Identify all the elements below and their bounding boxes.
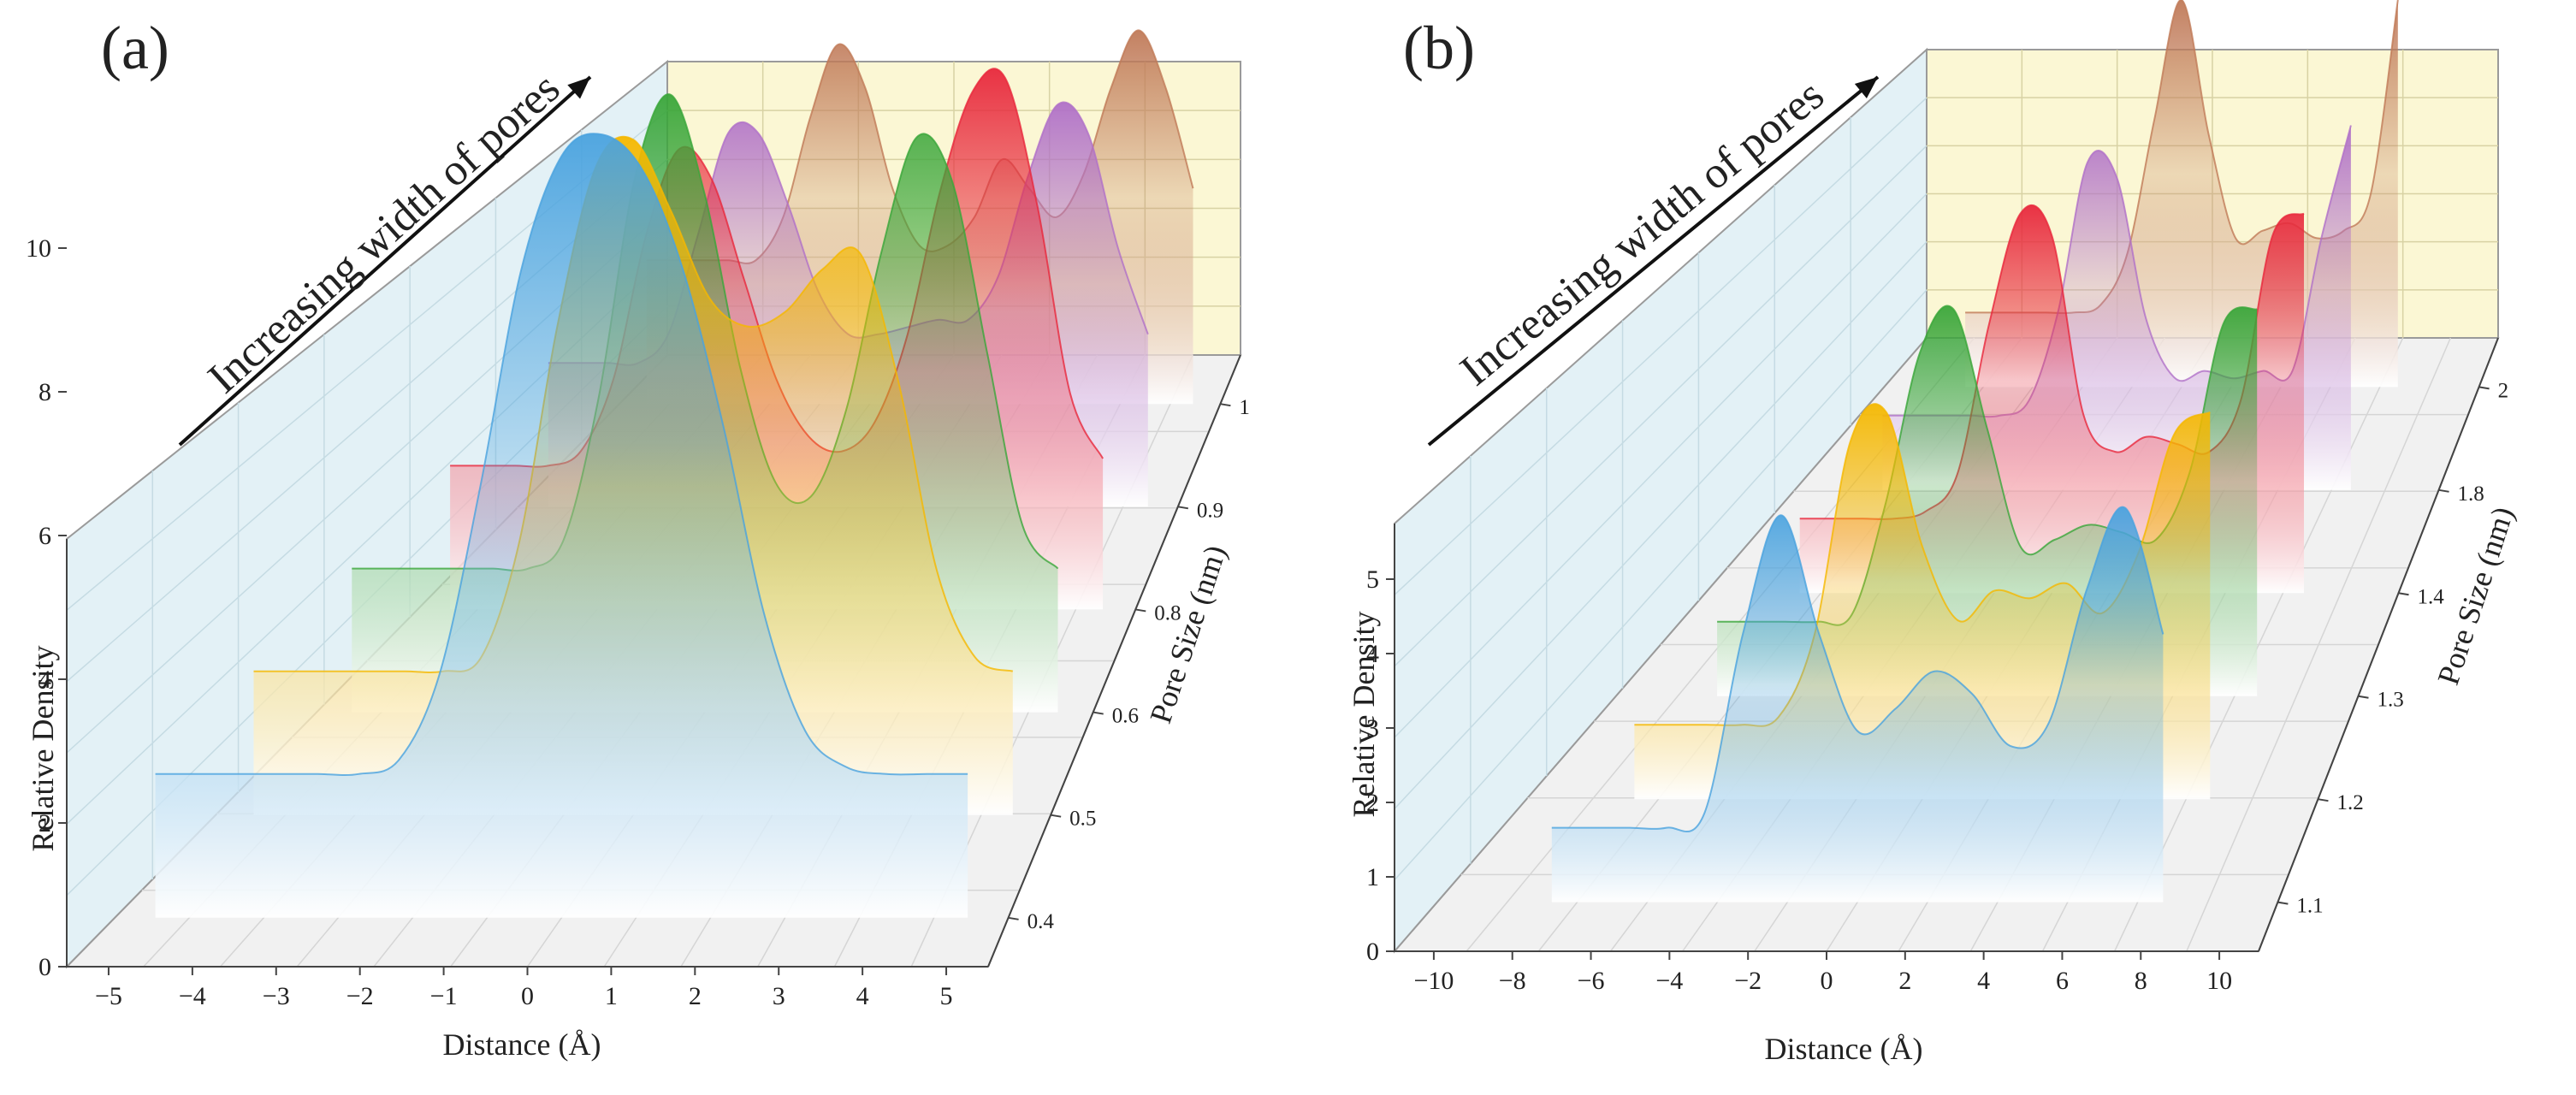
z-tick-label: 1.3 — [2377, 689, 2403, 712]
x-tick-label: 2 — [689, 982, 702, 1010]
x-tick-label: 10 — [2206, 967, 2232, 995]
z-tick-label: 0.8 — [1154, 601, 1181, 624]
y-tick-label: 5 — [1366, 565, 1379, 594]
z-axis-title: Pore Size (nm) — [1143, 541, 1233, 727]
z-tick-label: 2 — [2498, 379, 2509, 402]
z-tick-label: 1.4 — [2418, 585, 2445, 608]
z-tick — [1008, 916, 1019, 920]
x-tick-label: −2 — [1734, 967, 1762, 995]
z-tick — [1220, 403, 1231, 407]
series-area-1.1 — [1551, 506, 2164, 903]
x-tick-label: 8 — [2135, 967, 2147, 995]
x-tick-label: −5 — [95, 982, 122, 1010]
panel-b: 0 1 2 3 4 5 −10 −8 −6 −4 −2 0 2 4 6 8 10 1.1 1.2 1.3 1.4 1.8 2… — [1347, 0, 2520, 1066]
z-axis-line — [2258, 337, 2499, 952]
x-tick-label: 1 — [605, 982, 618, 1010]
z-tick-label: 1.2 — [2336, 791, 2363, 814]
y-tick-label: 4 — [38, 666, 51, 694]
y-axis-title: Relative Density — [26, 646, 60, 852]
wall-grid-line — [1394, 241, 1928, 809]
z-tick — [2318, 798, 2329, 802]
y-tick-label: 4 — [1366, 640, 1379, 668]
z-tick — [1135, 608, 1146, 613]
z-tick — [2438, 488, 2449, 493]
y-tick-label: 6 — [38, 522, 51, 550]
annotation-arrow — [178, 75, 592, 447]
y-tick-label: 8 — [38, 378, 51, 406]
z-tick — [1177, 506, 1189, 510]
x-tick-label: −4 — [1655, 967, 1683, 995]
x-tick-label: 3 — [773, 982, 785, 1010]
z-tick-label: 1.1 — [2296, 895, 2323, 918]
x-tick-label: 6 — [2056, 967, 2069, 995]
y-tick-label: 10 — [26, 234, 51, 263]
panel-a: 0 2 4 6 8 10 −5 −4 −3 −2 −1 0 1 2 3 4 5 0.4 0.5 0.6 0.8 0.9 1 (… — [26, 14, 1250, 1062]
x-tick-label: −10 — [1413, 967, 1454, 995]
y-tick-label: 2 — [1366, 789, 1379, 817]
series-area-0.4 — [155, 133, 968, 918]
x-tick-label: 5 — [940, 982, 953, 1010]
x-tick-label: −2 — [346, 982, 374, 1010]
panel-label: (b) — [1403, 14, 1475, 82]
y-tick-label: 2 — [38, 809, 51, 838]
x-tick-label: 0 — [521, 982, 534, 1010]
wall-grid-line — [1394, 145, 1928, 667]
z-tick — [2398, 592, 2409, 596]
series-line-0.5 — [253, 135, 1014, 673]
series-line-1.1 — [1551, 506, 2164, 832]
y-tick-label: 0 — [38, 953, 51, 981]
x-tick-label: −8 — [1499, 967, 1526, 995]
x-tick-label: −6 — [1578, 967, 1605, 995]
z-tick — [2358, 695, 2369, 699]
panel-label: (a) — [101, 14, 169, 82]
z-tick — [2478, 386, 2490, 390]
z-tick-label: 0.5 — [1069, 808, 1096, 831]
x-tick-label: 0 — [1821, 967, 1833, 995]
annotation-arrowhead — [1854, 77, 1878, 98]
annotation-arrow — [1427, 75, 1880, 447]
x-tick-label: 2 — [1898, 967, 1911, 995]
wall-grid-line — [1394, 97, 1928, 595]
z-axis-title: Pore Size (nm) — [2431, 502, 2520, 689]
z-tick-label: 1 — [1239, 396, 1250, 419]
y-axis-title: Relative Density — [1347, 612, 1381, 818]
z-tick-label: 0.4 — [1027, 910, 1055, 933]
x-tick-label: −3 — [263, 982, 290, 1010]
y-tick-label: 1 — [1366, 863, 1379, 891]
y-tick-label: 3 — [1366, 714, 1379, 743]
x-tick-label: 4 — [856, 982, 869, 1010]
z-tick-label: 1.8 — [2458, 482, 2484, 506]
x-tick-label: −1 — [430, 982, 458, 1010]
z-axis-line — [987, 354, 1241, 968]
annotation-arrowhead — [567, 77, 590, 99]
x-axis-title: Distance (Å) — [443, 1027, 601, 1062]
y-tick-label: 0 — [1366, 938, 1379, 966]
z-tick — [2277, 901, 2289, 905]
z-tick-label: 0.6 — [1112, 705, 1139, 728]
x-tick-label: 4 — [1977, 967, 1990, 995]
wall-grid-line — [1394, 289, 1928, 881]
series-line-0.4 — [155, 133, 968, 777]
wall-grid-line — [1394, 192, 1928, 738]
x-axis-title: Distance (Å) — [1765, 1032, 1923, 1066]
x-tick-label: −4 — [179, 982, 206, 1010]
z-tick-label: 0.9 — [1197, 499, 1223, 522]
z-tick — [1050, 814, 1062, 818]
z-tick — [1093, 711, 1104, 715]
